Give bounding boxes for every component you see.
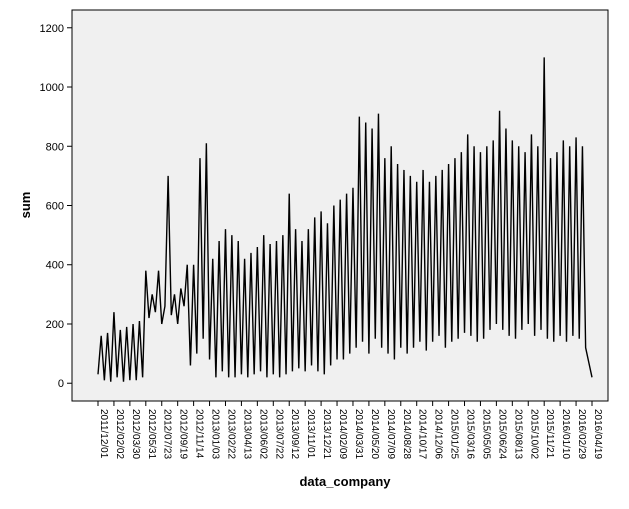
x-tick-label: 2016/02/29	[576, 409, 587, 459]
x-tick-label: 2014/12/06	[433, 409, 444, 459]
x-tick-label: 2013/11/01	[305, 409, 316, 459]
x-tick-label: 2012/11/14	[194, 409, 205, 459]
x-tick-label: 2012/07/23	[162, 409, 173, 459]
y-tick-label: 0	[58, 378, 64, 390]
y-tick-label: 600	[46, 201, 64, 213]
x-tick-label: 2013/01/03	[210, 409, 221, 459]
x-tick-label: 2014/08/28	[401, 409, 412, 459]
series-line	[97, 57, 593, 382]
x-axis: 2011/12/01 2012/02/02 2012/03/30 2012/05/31…	[97, 401, 603, 459]
x-tick-label: 2013/09/12	[289, 409, 300, 459]
x-tick-label: 2014/07/09	[385, 409, 396, 459]
x-tick-label: 2014/03/31	[353, 409, 364, 459]
x-tick-label: 2015/06/24	[496, 409, 507, 459]
x-tick-label: 2014/05/20	[369, 409, 380, 459]
x-tick-label: 2016/01/10	[560, 409, 571, 459]
y-axis-title: sum	[18, 192, 33, 219]
y-tick-label: 1000	[40, 82, 64, 94]
y-axis: 0 200 400 600 800 1000 1200	[40, 23, 72, 390]
x-tick-label: 2015/08/13	[512, 409, 523, 459]
x-tick-label: 2012/05/31	[146, 409, 157, 459]
x-tick-label: 2012/02/02	[114, 409, 125, 459]
x-tick-label: 2013/04/13	[241, 409, 252, 459]
x-tick-label: 2011/12/01	[98, 409, 109, 459]
x-tick-label: 2013/12/21	[321, 409, 332, 459]
x-tick-label: 2015/01/25	[449, 409, 460, 459]
x-tick-label: 2015/05/05	[480, 409, 491, 459]
x-tick-label: 2015/10/02	[528, 409, 539, 459]
x-tick-label: 2014/10/17	[417, 409, 428, 459]
y-tick-label: 800	[46, 141, 64, 153]
y-tick-label: 200	[46, 319, 64, 331]
x-tick-label: 2015/11/21	[544, 409, 555, 459]
x-tick-label: 2016/04/19	[592, 409, 603, 459]
y-tick-label: 1200	[40, 23, 64, 35]
x-tick-label: 2015/03/16	[465, 409, 476, 459]
x-tick-label: 2013/02/22	[225, 409, 236, 459]
x-tick-label: 2012/09/19	[178, 409, 189, 459]
y-tick-label: 400	[46, 260, 64, 272]
x-tick-label: 2013/06/02	[257, 409, 268, 459]
x-tick-label: 2012/03/30	[130, 409, 141, 459]
x-axis-title: data_company	[299, 474, 391, 489]
series-group	[97, 57, 593, 382]
x-tick-label: 2013/07/22	[273, 409, 284, 459]
x-tick-label: 2014/02/09	[337, 409, 348, 459]
